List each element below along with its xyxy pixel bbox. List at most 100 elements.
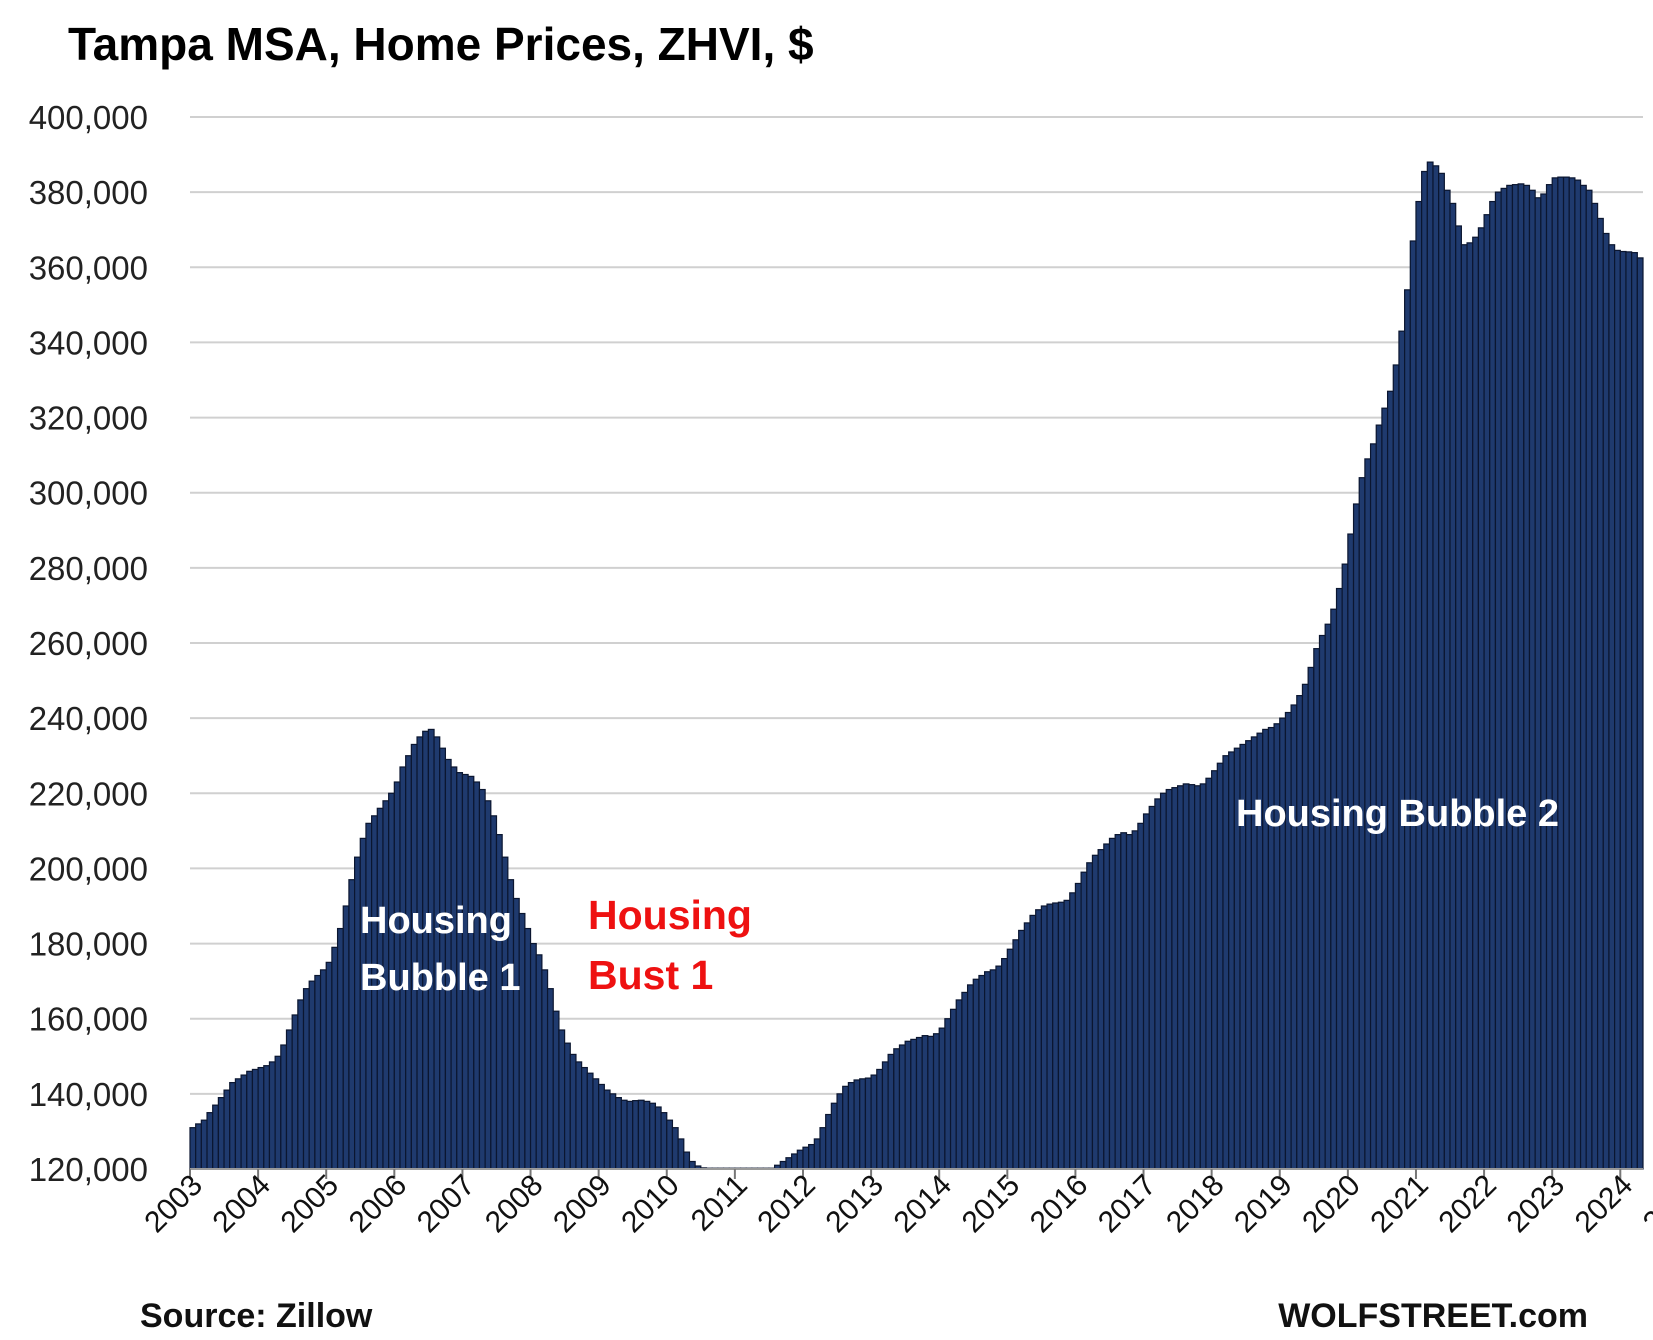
bar bbox=[1046, 903, 1054, 1170]
x-tick-label: 2021 bbox=[1364, 1169, 1435, 1240]
bar bbox=[598, 1083, 605, 1170]
bar bbox=[1579, 184, 1587, 1170]
bar bbox=[1290, 704, 1298, 1170]
y-axis-tick-labels: 120,000 140,000 160,000 180,000 200,000 220,0… bbox=[29, 99, 148, 1188]
gridlines bbox=[190, 116, 1643, 1095]
bar bbox=[1443, 189, 1451, 1170]
x-tick-label: 2024 bbox=[1569, 1169, 1640, 1240]
bar bbox=[280, 1044, 288, 1170]
annotation-housing-bubble-2-line-1: Housing Bubble 2 bbox=[1236, 793, 1559, 835]
bar bbox=[881, 1061, 889, 1170]
bar bbox=[1477, 227, 1485, 1170]
bar bbox=[1284, 711, 1292, 1170]
bar bbox=[274, 1055, 282, 1170]
bar bbox=[563, 1042, 571, 1170]
bar bbox=[949, 1008, 957, 1170]
x-tick-label: 2006 bbox=[343, 1169, 414, 1240]
y-tick-label: 280,000 bbox=[29, 550, 148, 587]
x-tick-label: 2005 bbox=[275, 1169, 346, 1240]
bar bbox=[1386, 390, 1394, 1170]
bar bbox=[1614, 249, 1621, 1170]
bar bbox=[813, 1138, 821, 1170]
bar bbox=[1216, 762, 1224, 1170]
y-tick-label: 300,000 bbox=[29, 475, 148, 512]
bar bbox=[808, 1143, 815, 1170]
x-tick-label: 2015 bbox=[956, 1169, 1027, 1240]
bar bbox=[1528, 189, 1536, 1170]
bar bbox=[195, 1123, 202, 1170]
bar bbox=[1511, 184, 1519, 1170]
bar bbox=[1097, 849, 1105, 1170]
bar bbox=[240, 1074, 248, 1170]
bar bbox=[1228, 751, 1235, 1170]
bar bbox=[1534, 197, 1542, 1170]
bar bbox=[1307, 666, 1315, 1170]
bar bbox=[1125, 834, 1133, 1170]
bar bbox=[1591, 202, 1599, 1170]
bar bbox=[1602, 232, 1610, 1170]
bar bbox=[995, 965, 1003, 1170]
bar bbox=[819, 1127, 827, 1170]
bar bbox=[1341, 563, 1349, 1170]
bar bbox=[859, 1078, 867, 1170]
x-tick-label: 2007 bbox=[411, 1169, 482, 1240]
bar bbox=[581, 1066, 588, 1170]
bar bbox=[1540, 193, 1548, 1170]
x-tick-label: 2022 bbox=[1432, 1169, 1503, 1240]
bar bbox=[1438, 172, 1445, 1170]
bar bbox=[1074, 882, 1082, 1170]
bar bbox=[1392, 364, 1400, 1170]
bar bbox=[1460, 244, 1468, 1170]
x-tick-label: 2010 bbox=[615, 1169, 686, 1240]
bar bbox=[297, 999, 305, 1170]
bar bbox=[1500, 187, 1508, 1170]
bar bbox=[1137, 822, 1145, 1170]
bar bbox=[234, 1078, 242, 1170]
bar bbox=[944, 1018, 952, 1170]
bar bbox=[972, 978, 980, 1170]
bar bbox=[1222, 755, 1230, 1170]
y-tick-label: 340,000 bbox=[29, 324, 148, 361]
bar bbox=[1023, 922, 1031, 1170]
bar bbox=[1012, 939, 1020, 1170]
bar bbox=[1489, 200, 1497, 1170]
x-tick-label: 2008 bbox=[479, 1169, 550, 1240]
bar bbox=[1409, 240, 1417, 1170]
bar bbox=[1057, 901, 1065, 1170]
y-tick-label: 400,000 bbox=[29, 99, 148, 136]
bar bbox=[677, 1138, 685, 1170]
bar bbox=[529, 942, 537, 1170]
bar bbox=[251, 1068, 259, 1170]
bar bbox=[569, 1053, 577, 1170]
chart-title: Tampa MSA, Home Prices, ZHVI, $ bbox=[68, 18, 814, 70]
bar bbox=[1415, 200, 1423, 1170]
bar bbox=[898, 1044, 906, 1170]
bar bbox=[932, 1033, 940, 1170]
bar bbox=[336, 927, 344, 1170]
bar bbox=[524, 927, 532, 1170]
y-tick-label: 180,000 bbox=[29, 926, 148, 963]
y-tick-label: 140,000 bbox=[29, 1076, 148, 1113]
bar bbox=[416, 736, 424, 1170]
bar bbox=[558, 1029, 566, 1170]
bar bbox=[688, 1160, 696, 1170]
bar bbox=[984, 971, 991, 1170]
bar bbox=[1154, 798, 1162, 1170]
bar bbox=[1279, 717, 1287, 1170]
y-tick-label: 260,000 bbox=[29, 625, 148, 662]
annotation-housing-bust-1: Housing Bust 1 bbox=[588, 892, 752, 998]
bar bbox=[1404, 289, 1411, 1170]
bar bbox=[1557, 176, 1565, 1170]
bar bbox=[319, 969, 327, 1170]
x-tick-label: 2025 bbox=[1637, 1169, 1653, 1240]
bar bbox=[1574, 179, 1582, 1170]
bar bbox=[1330, 608, 1338, 1170]
bar bbox=[637, 1099, 645, 1170]
bar bbox=[1035, 909, 1042, 1170]
bar bbox=[615, 1097, 622, 1170]
bar bbox=[257, 1066, 265, 1170]
bar bbox=[291, 1014, 299, 1170]
annotation-housing-bubble-1: Housing Bubble 1 bbox=[360, 900, 520, 999]
bar bbox=[422, 730, 429, 1170]
